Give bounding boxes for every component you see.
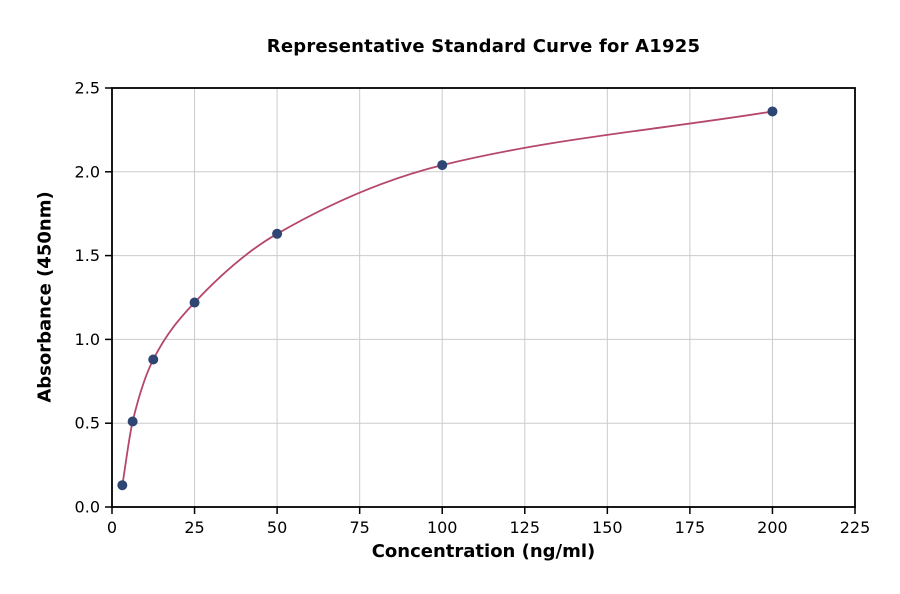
x-tick-label: 225 [840,518,871,537]
y-tick-label: 1.0 [75,330,100,349]
data-point [148,354,159,365]
x-tick-label: 150 [592,518,623,537]
data-point [767,106,778,117]
y-tick-label: 0.5 [75,414,100,433]
x-tick-label: 50 [267,518,287,537]
fit-curve [121,110,773,486]
data-point [272,228,283,239]
x-axis-label: Concentration (ng/ml) [371,541,596,562]
x-tick-label: 75 [349,518,369,537]
y-tick-label: 1.5 [75,246,100,265]
data-point [189,297,200,308]
data-point [437,160,448,171]
data-point [117,480,128,491]
chart-title: Representative Standard Curve for A1925 [266,36,701,57]
x-tick-label: 25 [184,518,204,537]
y-tick-label: 2.5 [75,79,100,98]
x-tick-label: 100 [427,518,458,537]
plot-border [111,87,856,508]
x-tick-label: 200 [757,518,788,537]
data-point [127,416,138,427]
y-tick-label: 2.0 [75,162,100,181]
y-axis-label: Absorbance (450nm) [34,191,56,403]
y-tick-label: 0.0 [75,498,100,517]
x-tick-label: 125 [510,518,541,537]
x-tick-label: 0 [107,518,117,537]
x-tick-label: 175 [675,518,706,537]
